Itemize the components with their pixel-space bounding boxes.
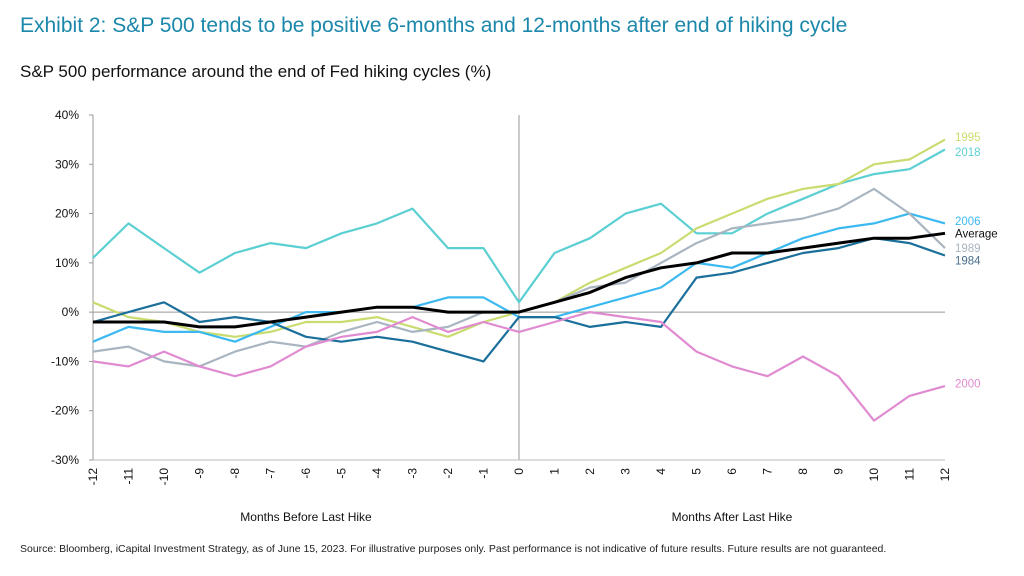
x-tick-label: 2	[583, 468, 597, 475]
series-label-2018: 2018	[955, 147, 981, 159]
y-tick-label: -10%	[51, 354, 79, 368]
source-note: Source: Bloomberg, iCapital Investment S…	[20, 543, 887, 555]
series-label-average: Average	[955, 228, 998, 240]
x-axis-title-left: Months Before Last Hike	[240, 510, 372, 524]
x-tick-label: 5	[690, 468, 704, 475]
x-tick-label: -9	[193, 468, 207, 479]
x-tick-label: 0	[512, 468, 526, 475]
x-tick-label: -11	[122, 468, 136, 485]
x-tick-label: 8	[796, 468, 810, 475]
series-label-2006: 2006	[955, 216, 981, 228]
x-tick-label: 1	[548, 468, 562, 475]
x-tick-label: 7	[761, 468, 775, 475]
x-tick-label: 11	[903, 468, 917, 481]
series-line-2018	[92, 148, 946, 304]
x-tick-label: -1	[477, 468, 491, 479]
series-line-2000	[92, 311, 946, 422]
series-line-average	[93, 231, 946, 329]
y-tick-label: 20%	[55, 207, 79, 221]
x-tick-label: -8	[228, 468, 242, 479]
x-tick-label: 9	[832, 468, 846, 475]
x-tick-label: -5	[335, 468, 349, 479]
series-line-1984	[92, 237, 946, 363]
y-tick-label: 10%	[55, 256, 79, 270]
exhibit-title: Exhibit 2: S&P 500 tends to be positive …	[20, 14, 848, 37]
x-tick-label: -7	[264, 468, 278, 479]
chart-subtitle: S&P 500 performance around the end of Fe…	[20, 62, 492, 81]
x-tick-label: 4	[654, 468, 668, 475]
x-tick-label: -6	[299, 468, 313, 479]
y-tick-label: 0%	[62, 305, 80, 319]
y-tick-label: 30%	[55, 157, 79, 171]
series-label-1995: 1995	[955, 132, 981, 144]
y-tick-label: -30%	[51, 453, 79, 467]
x-tick-label: 3	[619, 468, 633, 475]
series-label-1989: 1989	[955, 243, 981, 255]
x-axis-title-right: Months After Last Hike	[672, 510, 793, 524]
x-tick-label: 10	[867, 468, 881, 482]
y-tick-label: 40%	[55, 108, 79, 122]
series-label-2000: 2000	[955, 379, 981, 391]
x-tick-label: -2	[441, 468, 455, 479]
x-tick-label: -12	[86, 468, 100, 486]
x-tick-label: -4	[370, 468, 384, 479]
x-tick-label: 6	[725, 468, 739, 475]
x-tick-label: -3	[406, 468, 420, 479]
series-label-1984: 1984	[955, 255, 981, 267]
y-tick-label: -20%	[51, 404, 79, 418]
x-tick-label: 12	[938, 468, 952, 482]
x-tick-label: -10	[157, 468, 171, 486]
